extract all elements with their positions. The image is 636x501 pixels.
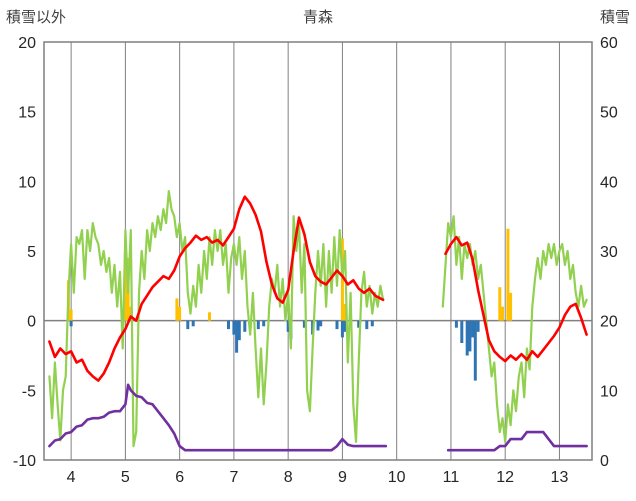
rain-bars-bar [262,320,266,327]
x-tick-label: 9 [338,469,347,486]
rain-bars-bar [343,320,347,332]
rain-bars-bar [237,320,241,341]
snow-depth-line [446,430,588,452]
snowfall-bars-bar [175,298,179,321]
x-tick-label: 4 [67,469,76,486]
snowfall-bars-bar [178,306,182,321]
rain-bars-bar [191,320,195,327]
right-axis-title: 積雪 [599,9,630,26]
green-series-line [48,190,385,448]
x-tick-label: 6 [175,469,184,486]
rain-bars-bar [243,320,247,332]
y-right-tick-label: 20 [600,314,618,331]
rain-bars-bar [302,320,306,328]
snowfall-bars-bar [69,309,73,321]
y-left-tick-label: 5 [27,244,36,261]
y-left-tick-label: 20 [18,35,36,52]
rain-bars-bar [335,320,339,330]
x-tick-label: 11 [443,469,460,486]
rain-bars-bar [476,320,480,332]
y-right-tick-label: 30 [600,244,618,261]
x-tick-label: 10 [388,469,406,486]
y-right-tick-label: 10 [600,383,618,400]
y-left-tick-label: 0 [27,314,36,331]
y-left-tick-label: -10 [13,453,36,470]
y-right-tick-label: 0 [600,453,609,470]
snowfall-bars-bar [123,252,127,321]
snowfall-bars-bar [506,228,510,321]
snowfall-bars-bar [498,287,502,321]
rain-bars-bar [465,320,469,356]
snowfall-bars-bar [509,292,513,321]
rain-bars-bar [454,320,458,328]
rain-bars-bar [227,320,230,330]
x-tick-label: 12 [496,469,514,486]
snowfall-bars-bar [208,312,211,321]
x-tick-label: 7 [229,469,238,486]
y-left-tick-label: 15 [18,105,36,122]
snowfall-bars-bar [501,306,504,321]
temperature-line [48,195,385,382]
plot-frame [43,41,593,461]
rain-bars-bar [319,320,323,327]
rain-bars-bar [460,320,464,343]
x-tick-label: 13 [551,469,569,486]
x-tick-label: 5 [121,469,130,486]
left-axis-title: 積雪以外 [6,9,67,26]
rain-bars-bar [256,320,260,330]
temperature-line [444,235,588,363]
y-right-tick-label: 40 [600,174,618,191]
y-right-tick-label: 50 [600,105,618,122]
rain-bars-bar [69,320,73,327]
rain-bars-bar [357,320,361,328]
rain-bars-bar [468,320,472,352]
x-tick-label: 8 [284,469,293,486]
rain-bars-bar [365,320,369,330]
rain-bars-bar [340,320,344,338]
chart-title: 青森 [302,9,333,26]
y-right-tick-label: 60 [600,35,618,52]
rain-bars-bar [235,320,239,353]
y-left-tick-label: -5 [22,383,36,400]
green-series-line [441,215,588,443]
rain-bars-bar [473,320,477,381]
rain-bars-bar [232,320,236,335]
rain-bars-bar [186,320,190,330]
rain-bars-bar [316,320,320,331]
y-left-tick-label: 10 [18,174,36,191]
rain-bars-bar [370,320,374,327]
snow-depth-line [48,383,388,452]
rain-bars-bar [471,320,475,338]
snowfall-bars-bar [343,303,347,321]
rain-bars-bar [286,320,290,332]
